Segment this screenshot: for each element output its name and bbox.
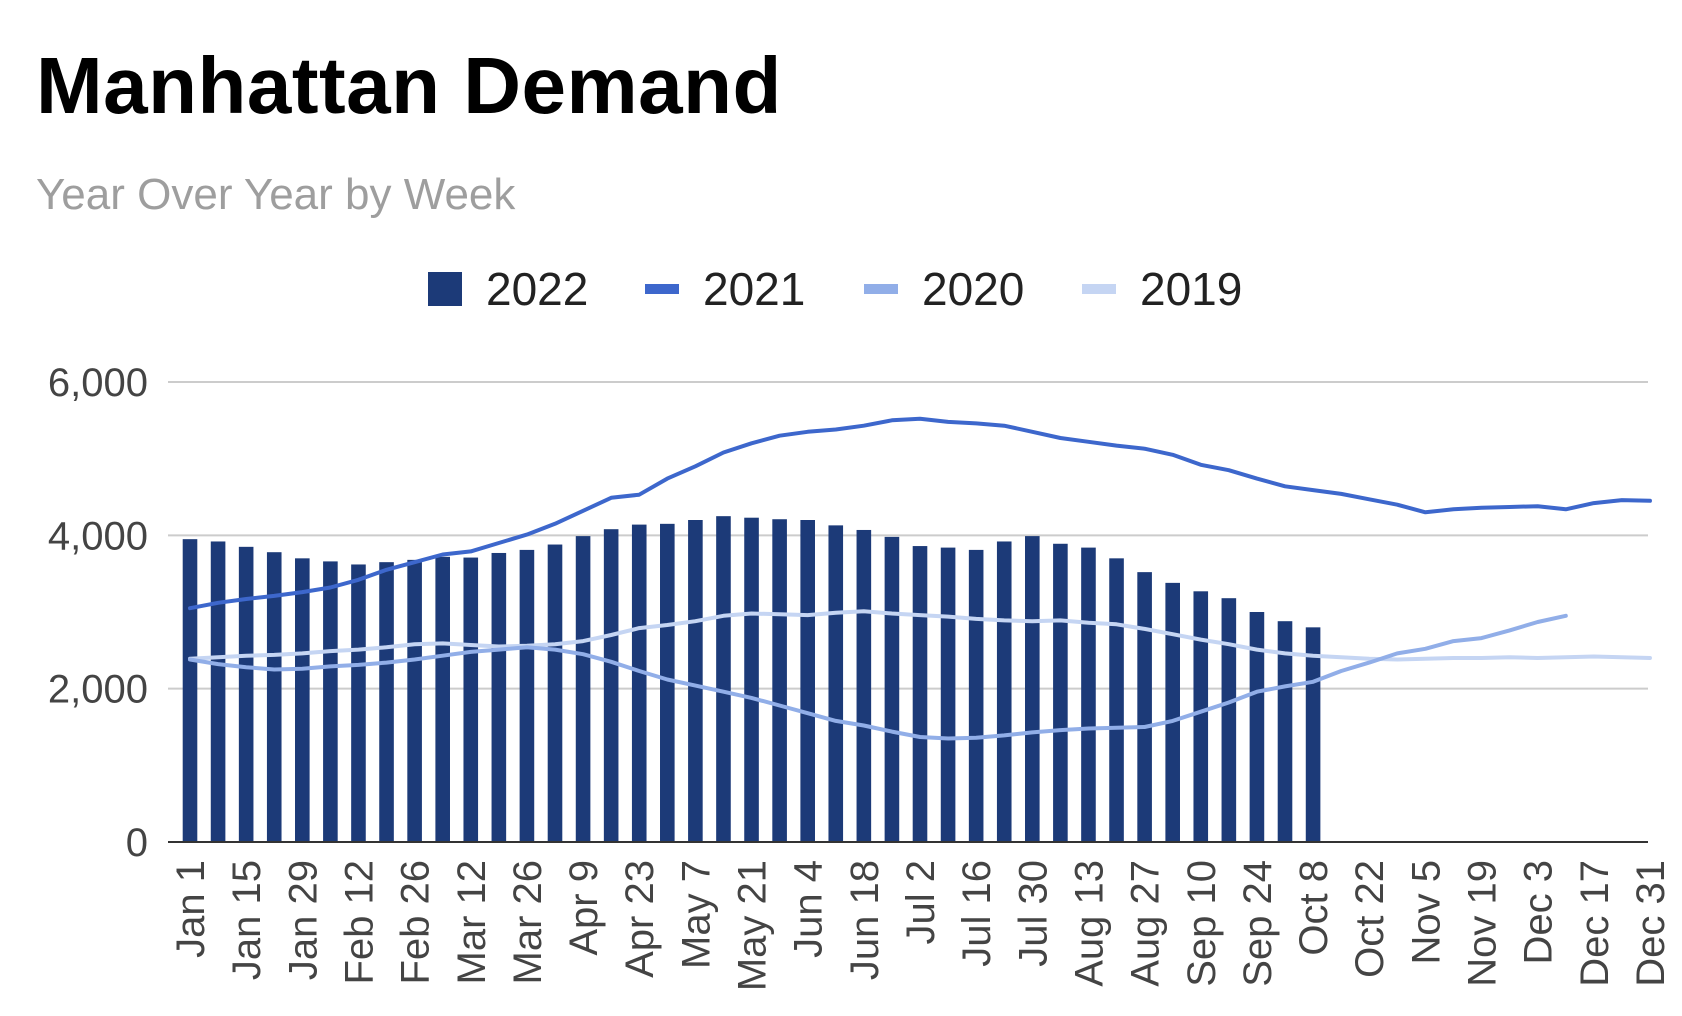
bar-2022 bbox=[828, 525, 844, 842]
chart-title: Manhattan Demand bbox=[36, 41, 782, 130]
x-tick-label: Feb 12 bbox=[337, 860, 381, 985]
bar-2022 bbox=[547, 544, 563, 842]
legend: 2022 2021 2020 2019 bbox=[428, 263, 1242, 315]
chart-subtitle: Year Over Year by Week bbox=[36, 170, 516, 219]
line-2019 bbox=[188, 609, 1652, 662]
bar-2022 bbox=[1221, 598, 1237, 842]
bar-2022 bbox=[800, 520, 815, 842]
legend-swatch-2022 bbox=[428, 272, 462, 306]
bar-2022 bbox=[631, 524, 647, 842]
x-tick-label: Nov 5 bbox=[1404, 860, 1448, 965]
x-tick-label: Dec 17 bbox=[1573, 860, 1617, 987]
line-2020 bbox=[188, 613, 1568, 741]
x-tick-label: Dec 3 bbox=[1517, 860, 1561, 965]
x-axis-ticks: Jan 1 Jan 15 Jan 29 Feb 12 Feb 26 Mar 12 Mar 2… bbox=[169, 860, 1673, 991]
x-tick-label: Mar 26 bbox=[506, 860, 550, 985]
bar-2022 bbox=[295, 558, 310, 842]
bar-2022 bbox=[688, 520, 703, 842]
x-tick-label: Sep 10 bbox=[1180, 860, 1224, 987]
y-tick-label: 0 bbox=[126, 821, 148, 865]
bar-2022 bbox=[182, 539, 198, 842]
x-tick-label: Aug 27 bbox=[1124, 860, 1168, 987]
x-tick-label: Jun 18 bbox=[843, 860, 887, 980]
bar-2022 bbox=[1025, 536, 1040, 842]
bar-2022 bbox=[1249, 612, 1265, 842]
bar-2022 bbox=[266, 552, 282, 842]
bar-2022 bbox=[323, 561, 338, 842]
bar-2022 bbox=[491, 552, 507, 842]
legend-swatch-2021 bbox=[645, 284, 679, 294]
bar-2022 bbox=[884, 536, 900, 842]
bar-2022 bbox=[603, 529, 619, 842]
bar-2022 bbox=[1053, 543, 1068, 842]
bar-2022 bbox=[210, 541, 226, 842]
bar-2022 bbox=[772, 519, 787, 842]
x-tick-label: Feb 26 bbox=[394, 860, 438, 985]
bar-2022 bbox=[1137, 572, 1152, 842]
x-tick-label: Jun 4 bbox=[787, 860, 831, 958]
bar-2022 bbox=[1165, 582, 1180, 842]
bar-2022 bbox=[407, 559, 422, 842]
y-tick-label: 4,000 bbox=[48, 514, 148, 558]
y-tick-label: 6,000 bbox=[48, 361, 148, 405]
bar-2022 bbox=[856, 529, 872, 842]
bar-2022 bbox=[996, 541, 1012, 842]
bar-2022 bbox=[1081, 547, 1096, 842]
bar-2022 bbox=[575, 536, 591, 842]
legend-label-2021: 2021 bbox=[703, 263, 805, 315]
x-tick-label: Jul 2 bbox=[899, 860, 943, 945]
legend-label-2022: 2022 bbox=[486, 263, 588, 315]
x-tick-label: Oct 22 bbox=[1348, 860, 1392, 978]
x-tick-label: Sep 24 bbox=[1236, 860, 1280, 987]
legend-swatch-2020 bbox=[864, 284, 898, 294]
bar-2022 bbox=[463, 557, 479, 842]
bar-2022 bbox=[660, 523, 675, 842]
series-2022-bars bbox=[182, 516, 1321, 842]
legend-label-2019: 2019 bbox=[1140, 263, 1242, 315]
bar-2022 bbox=[968, 549, 984, 842]
bar-2022 bbox=[1109, 558, 1124, 842]
x-tick-label: May 7 bbox=[674, 860, 718, 969]
bar-2022 bbox=[1193, 591, 1209, 842]
bar-2022 bbox=[351, 564, 366, 842]
legend-swatch-2019 bbox=[1082, 284, 1116, 294]
x-tick-label: Oct 8 bbox=[1292, 860, 1336, 956]
bar-2022 bbox=[744, 517, 759, 842]
bar-2022 bbox=[1277, 621, 1293, 842]
series-lines bbox=[188, 416, 1652, 741]
bar-2022 bbox=[1305, 627, 1321, 842]
bar-2022 bbox=[912, 546, 928, 842]
bar-2022 bbox=[940, 547, 956, 842]
bar-2022 bbox=[379, 562, 394, 842]
x-tick-label: Jul 16 bbox=[955, 860, 999, 967]
legend-label-2020: 2020 bbox=[922, 263, 1024, 315]
bar-2022 bbox=[519, 549, 535, 842]
line-2021 bbox=[188, 416, 1652, 611]
bar-2022 bbox=[716, 516, 731, 842]
y-tick-label: 2,000 bbox=[48, 668, 148, 712]
x-tick-label: Mar 12 bbox=[450, 860, 494, 985]
bar-2022 bbox=[238, 546, 254, 842]
bar-2022 bbox=[435, 556, 450, 842]
x-tick-label: May 21 bbox=[731, 860, 775, 991]
x-tick-label: Apr 23 bbox=[618, 860, 662, 978]
x-tick-label: Aug 13 bbox=[1067, 860, 1111, 987]
x-tick-label: Jan 1 bbox=[169, 860, 213, 958]
x-tick-label: Dec 31 bbox=[1629, 860, 1673, 987]
x-tick-label: Jan 29 bbox=[281, 860, 325, 980]
y-axis-ticks: 0 2,000 4,000 6,000 bbox=[48, 361, 148, 865]
x-tick-label: Apr 9 bbox=[562, 860, 606, 956]
x-tick-label: Jul 30 bbox=[1011, 860, 1055, 967]
x-tick-label: Nov 19 bbox=[1461, 860, 1505, 987]
x-tick-label: Jan 15 bbox=[225, 860, 269, 980]
